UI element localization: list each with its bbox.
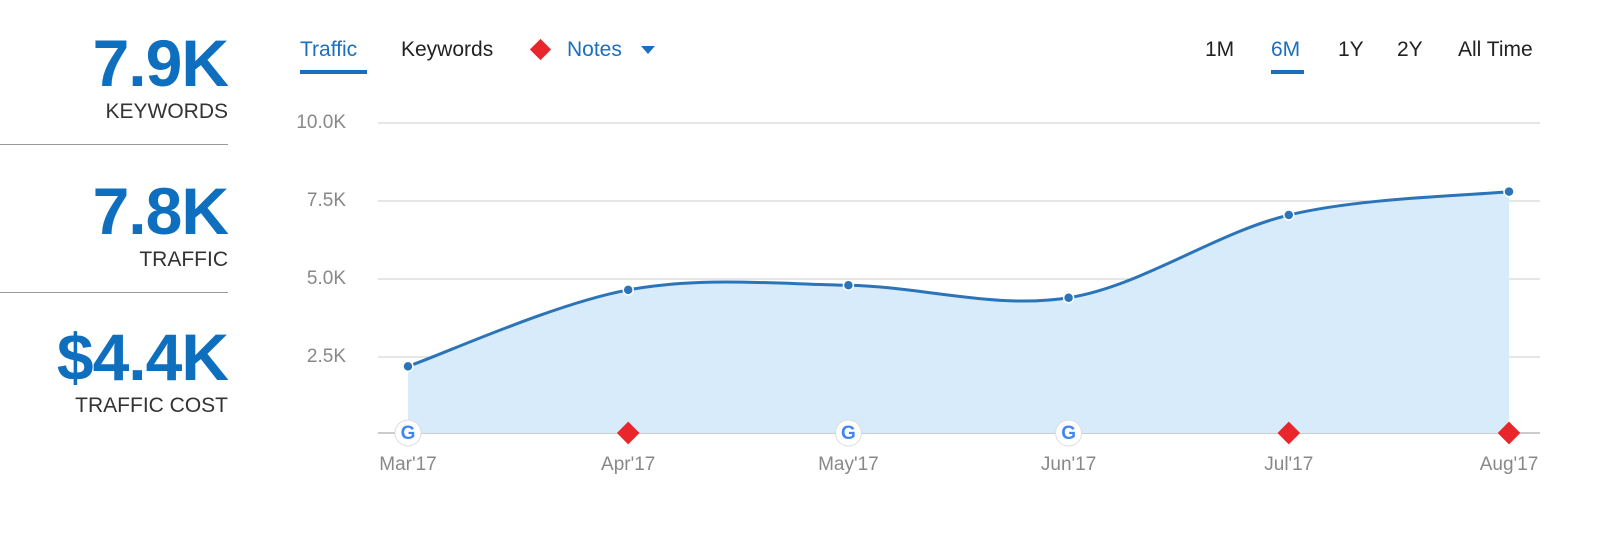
y-tick-label: 5.0K bbox=[307, 268, 346, 289]
tab-notes[interactable]: Notes bbox=[567, 38, 622, 61]
google-note bbox=[394, 419, 422, 447]
range-underline bbox=[1271, 70, 1304, 74]
stat-value: 7.8K bbox=[92, 174, 229, 248]
tab-traffic[interactable]: Traffic bbox=[300, 38, 358, 61]
tab-keywords[interactable]: Keywords bbox=[401, 38, 494, 61]
stat-keywords: 7.9K KEYWORDS bbox=[0, 26, 229, 124]
stat-label: KEYWORDS bbox=[105, 100, 228, 123]
stat-value: 7.9K bbox=[92, 26, 229, 100]
x-tick-label: May'17 bbox=[818, 454, 879, 475]
point bbox=[622, 284, 634, 296]
tab-underline bbox=[300, 70, 367, 74]
line bbox=[407, 190, 1510, 368]
point bbox=[1503, 185, 1515, 198]
google-icon: G bbox=[841, 423, 856, 444]
google-icon: G bbox=[401, 423, 416, 444]
google-note bbox=[1055, 419, 1083, 447]
stat-traffic: 7.8K TRAFFIC bbox=[0, 174, 229, 272]
range-6m[interactable]: 6M bbox=[1271, 38, 1301, 61]
point bbox=[402, 360, 414, 373]
point bbox=[842, 279, 855, 291]
range-1y[interactable]: 1Y bbox=[1338, 38, 1364, 61]
x-tick-label: Mar'17 bbox=[379, 454, 436, 475]
stat-label: TRAFFIC COST bbox=[75, 394, 228, 417]
x-tick-label: Jul'17 bbox=[1264, 454, 1313, 475]
range-1m[interactable]: 1M bbox=[1205, 38, 1235, 61]
note-diamond bbox=[1497, 421, 1521, 445]
y-tick-label: 2.5K bbox=[307, 346, 346, 367]
notes-caret[interactable] bbox=[641, 46, 655, 54]
separator bbox=[0, 292, 228, 293]
x-tick-label: Apr'17 bbox=[601, 454, 655, 475]
stat-value: $4.4K bbox=[56, 320, 229, 394]
note-diamond bbox=[1277, 421, 1301, 445]
y-tick-label: 10.0K bbox=[296, 112, 346, 133]
stat-traffic-cost: $4.4K TRAFFIC COST bbox=[0, 320, 229, 418]
stat-label: TRAFFIC bbox=[139, 248, 228, 271]
point bbox=[1283, 209, 1295, 221]
separator bbox=[0, 144, 228, 145]
range-all-time[interactable]: All Time bbox=[1458, 38, 1533, 61]
range-2y[interactable]: 2Y bbox=[1397, 38, 1423, 61]
point bbox=[1062, 291, 1075, 304]
y-tick-label: 7.5K bbox=[307, 190, 346, 211]
google-note bbox=[834, 419, 862, 447]
x-tick-label: Jun'17 bbox=[1041, 454, 1096, 475]
note-diamond bbox=[616, 421, 640, 445]
area bbox=[408, 191, 1509, 433]
google-icon: G bbox=[1061, 423, 1076, 444]
x-tick-label: Aug'17 bbox=[1480, 454, 1539, 475]
